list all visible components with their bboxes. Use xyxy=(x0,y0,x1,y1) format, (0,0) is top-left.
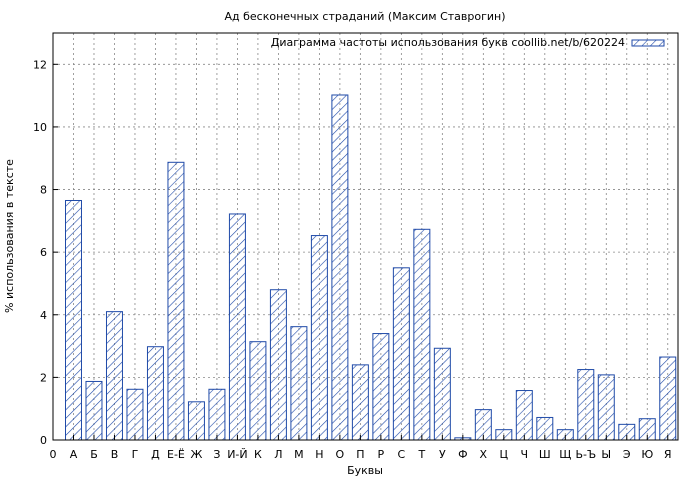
y-tick-label: 0 xyxy=(40,434,47,447)
y-axis-label: % использования в тексте xyxy=(3,159,16,313)
plot-frame xyxy=(52,32,679,441)
y-tick-label: 8 xyxy=(40,184,47,197)
bar-З xyxy=(208,388,226,441)
y-axis-ticks: 0 2 4 6 8 10 12 xyxy=(33,58,58,447)
x-tick-label: Ф xyxy=(458,448,467,461)
x-tick-label: Е-Ё xyxy=(167,448,185,461)
bar-Ь-Ъ xyxy=(577,369,595,441)
x-tick-label: Ш xyxy=(539,448,551,461)
x-tick-label: Ц xyxy=(500,448,509,461)
bar-А xyxy=(65,199,82,441)
x-tick-label: Ю xyxy=(641,448,653,461)
x-tick-label: С xyxy=(398,448,406,461)
bar-С xyxy=(392,267,410,441)
x-tick-label: Ж xyxy=(191,448,203,461)
bar-О xyxy=(331,94,349,441)
x-axis-ticks: 0 А Б В Г Д Е-Ё Ж З И-Й К Л М Н О П Р С Т У Ф Х Ц Ч Ш Щ Ь-Ъ Ы Э Ю Я xyxy=(50,435,672,461)
x-tick-label: Р xyxy=(378,448,385,461)
x-tick-label: М xyxy=(294,448,304,461)
legend: Диаграмма частоты использования букв coo… xyxy=(271,36,665,49)
legend-swatch xyxy=(631,39,665,47)
y-tick-label: 4 xyxy=(40,309,47,322)
bars xyxy=(65,94,677,441)
x-tick-label: Г xyxy=(132,448,139,461)
x-tick-label: П xyxy=(356,448,364,461)
x-tick-label: В xyxy=(111,448,119,461)
grid xyxy=(53,33,678,440)
x-tick-label: Ь-Ъ xyxy=(575,448,596,461)
x-tick-label: Т xyxy=(417,448,425,461)
bar-Б xyxy=(85,380,103,441)
bar-И-Й xyxy=(228,213,246,441)
bar-Р xyxy=(372,333,390,441)
x-tick-label: Х xyxy=(480,448,488,461)
bar-Я xyxy=(659,356,677,441)
x-tick-label: К xyxy=(254,448,262,461)
x-axis-label: Буквы xyxy=(347,464,383,477)
x-tick-label: Я xyxy=(664,448,672,461)
x-tick-label: А xyxy=(70,448,78,461)
x-tick-label: Э xyxy=(623,448,631,461)
bar-Е-Ё xyxy=(167,161,185,441)
x-tick-label: О xyxy=(336,448,345,461)
chart-title: Ад бесконечных страданий (Максим Ставрог… xyxy=(224,10,505,23)
x-tick-label: Л xyxy=(274,448,282,461)
legend-label: Диаграмма частоты использования букв coo… xyxy=(271,36,625,49)
bar-П xyxy=(351,364,369,441)
bar-М xyxy=(290,326,308,441)
bar-К xyxy=(249,341,267,441)
bar-Г xyxy=(126,388,144,441)
bar-У xyxy=(433,347,451,441)
x-tick-label: Ч xyxy=(521,448,529,461)
y-tick-label: 6 xyxy=(40,246,47,259)
y-tick-label: 12 xyxy=(33,58,47,71)
bar-Н xyxy=(310,235,328,441)
x-tick-label: У xyxy=(439,448,446,461)
bar-Д xyxy=(146,346,164,441)
y-tick-label: 10 xyxy=(33,121,47,134)
bar-Ж xyxy=(187,401,205,441)
x-tick-label: И-Й xyxy=(227,448,247,461)
x-tick-label: Н xyxy=(315,448,323,461)
x-tick-label: Д xyxy=(151,448,160,461)
bar-В xyxy=(105,311,123,441)
bar-Л xyxy=(269,289,287,441)
x-tick-label: З xyxy=(213,448,220,461)
x-tick-label: Ы xyxy=(601,448,611,461)
x-tick-label: Б xyxy=(90,448,98,461)
x-tick-label: 0 xyxy=(50,448,57,461)
bar-Ы xyxy=(597,374,615,441)
x-tick-label: Щ xyxy=(559,448,571,461)
y-tick-label: 2 xyxy=(40,371,47,384)
bar-Т xyxy=(413,228,431,441)
bar-Ч xyxy=(515,390,533,441)
